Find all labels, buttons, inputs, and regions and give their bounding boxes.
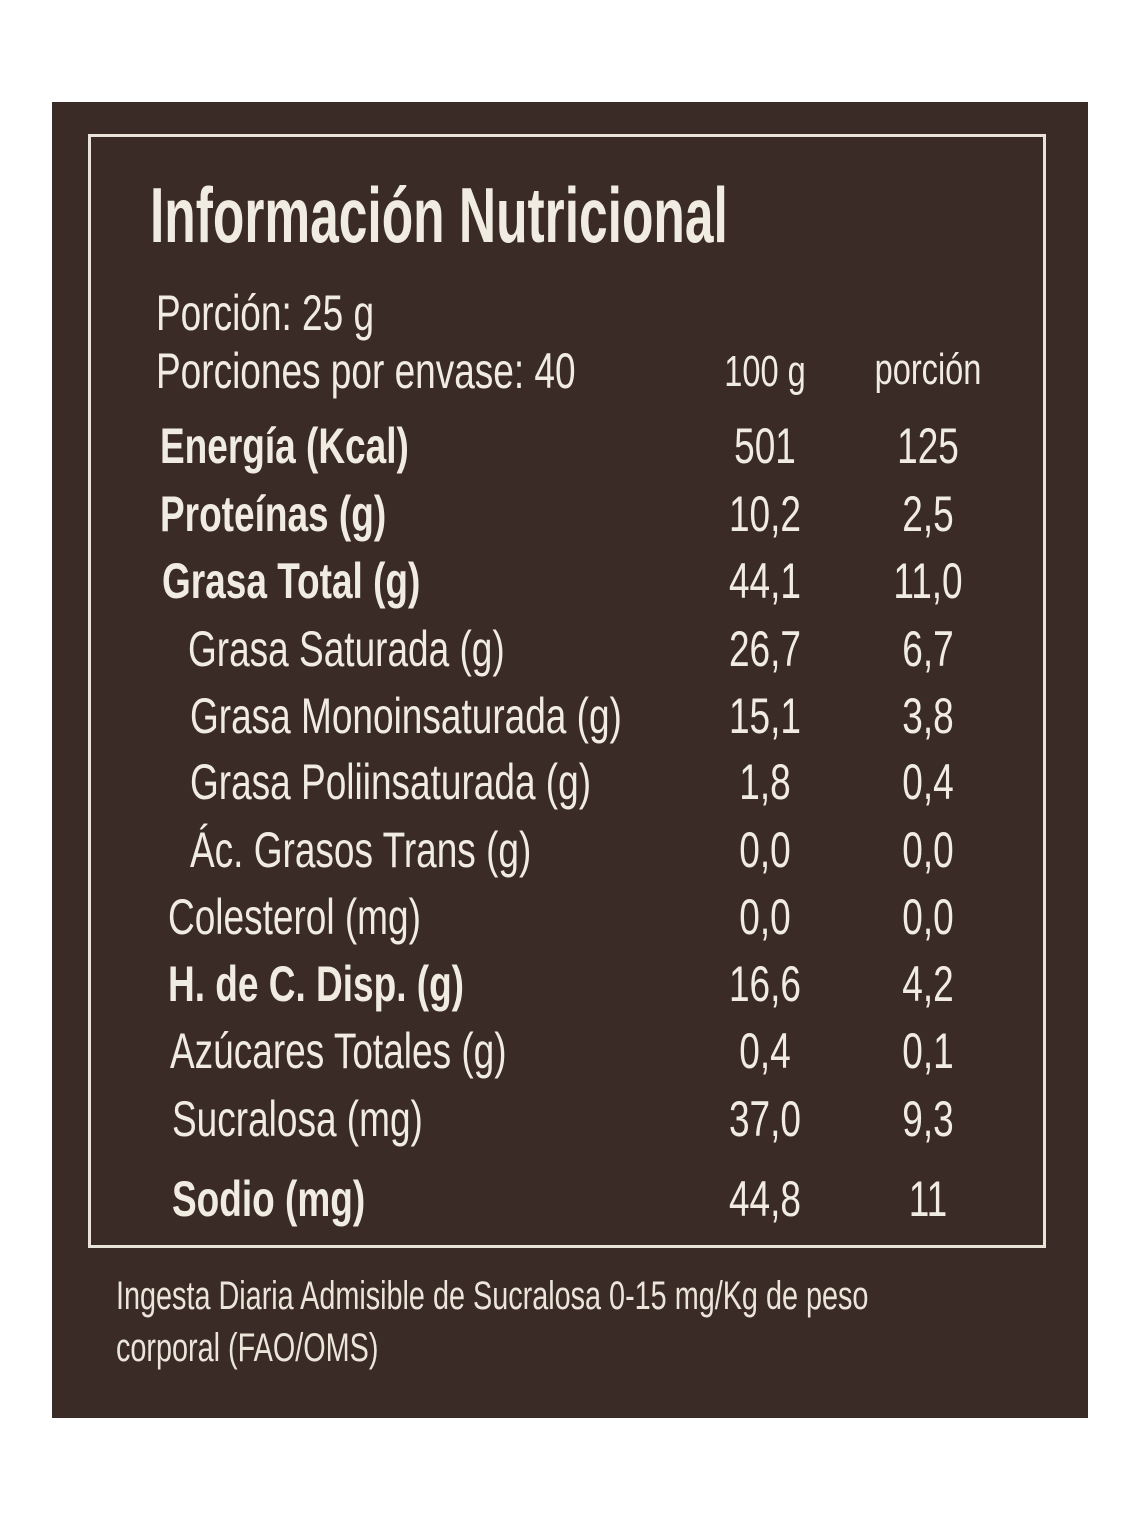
value-per-100g: 15,1 [728,688,802,744]
nutrient-label: Grasa Monoinsaturada (g) [190,688,622,744]
nutrient-label: Azúcares Totales (g) [170,1023,507,1079]
nutrient-label: Sucralosa (mg) [172,1091,423,1147]
nutrient-label: Grasa Poliinsaturada (g) [190,754,592,810]
value-per-100g: 26,7 [728,621,802,677]
value-per-100g: 0,4 [739,1023,791,1079]
footnote-line-2: corporal (FAO/OMS) [116,1326,379,1370]
value-per-serving: 0,0 [902,822,954,878]
value-per-100g: 501 [734,418,796,474]
nutrition-table-border [88,134,1046,1248]
value-per-serving: 6,7 [902,621,954,677]
value-per-100g: 37,0 [728,1091,802,1147]
value-per-serving: 11 [908,1171,948,1227]
nutrition-label-panel [52,102,1088,1418]
value-per-serving: 11,0 [893,553,963,609]
value-per-100g: 0,0 [739,889,791,945]
footnote-line-1: Ingesta Diaria Admisible de Sucralosa 0-… [116,1274,869,1318]
column-header-100g: 100 g [724,347,806,396]
value-per-100g: 44,1 [728,553,802,609]
value-per-serving: 2,5 [902,486,954,542]
value-per-serving: 4,2 [902,956,954,1012]
nutrient-label: Sodio (mg) [172,1171,366,1227]
nutrient-label: Grasa Saturada (g) [188,621,505,677]
value-per-serving: 9,3 [902,1091,954,1147]
nutrient-label: H. de C. Disp. (g) [168,956,464,1012]
value-per-100g: 0,0 [739,822,791,878]
nutrient-label: Ác. Grasos Trans (g) [190,822,532,878]
column-header-serving: porción [874,345,982,394]
nutrient-label: Proteínas (g) [160,486,387,542]
servings-per-container: Porciones por envase: 40 [156,343,576,399]
value-per-100g: 1,8 [739,754,791,810]
nutrient-label: Colesterol (mg) [168,889,421,945]
value-per-serving: 3,8 [902,688,954,744]
value-per-serving: 0,1 [902,1023,954,1079]
value-per-serving: 125 [897,418,959,474]
value-per-100g: 44,8 [728,1171,802,1227]
value-per-100g: 10,2 [728,486,802,542]
nutrient-label: Energía (Kcal) [160,418,409,474]
value-per-serving: 0,0 [902,889,954,945]
value-per-serving: 0,4 [902,754,954,810]
value-per-100g: 16,6 [728,956,802,1012]
nutrient-label: Grasa Total (g) [162,553,421,609]
serving-size: Porción: 25 g [156,285,375,341]
label-title: Información Nutricional [150,171,728,259]
